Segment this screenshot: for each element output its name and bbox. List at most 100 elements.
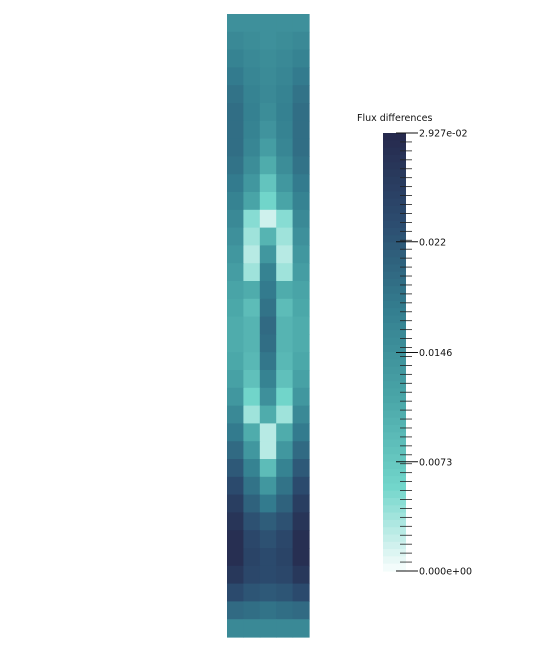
heatmap-cell [227,495,244,513]
heatmap-cell [276,317,293,335]
colorbar-title: Flux differences [357,113,432,124]
colorbar-segment [383,425,406,433]
heatmap-cell [293,192,310,210]
colorbar-segment [383,564,406,572]
heatmap-cell [227,14,244,32]
colorbar-segment [383,440,406,448]
heatmap-cell [276,334,293,352]
heatmap-cell [243,317,260,335]
heatmap-cell [243,406,260,424]
heatmap-cell [276,103,293,121]
heatmap-cell [260,14,277,32]
heatmap-cell [227,441,244,459]
heatmap-cell [293,477,310,495]
heatmap-cell [293,50,310,68]
colorbar-segment [383,542,406,550]
heatmap-cell [227,459,244,477]
heatmap-cell [260,67,277,85]
heatmap-cell [243,530,260,548]
colorbar-segment [383,170,406,178]
heatmap-cell [260,210,277,228]
heatmap-cell [276,477,293,495]
heatmap-cell [276,406,293,424]
heatmap-cell [260,619,277,637]
heatmap-cell [243,584,260,602]
heatmap-cell [276,50,293,68]
colorbar-segment [383,250,406,258]
heatmap-cell [243,619,260,637]
heatmap-cell [260,299,277,317]
heatmap-cell [243,370,260,388]
heatmap-cell [243,67,260,85]
heatmap-cell [276,601,293,619]
heatmap-cell [293,210,310,228]
heatmap-cell [227,245,244,263]
heatmap-cell [243,228,260,246]
heatmap-cell [276,245,293,263]
heatmap-cell [260,601,277,619]
heatmap-cell [293,334,310,352]
heatmap-cell [243,263,260,281]
heatmap-cell [227,103,244,121]
heatmap-cell [243,334,260,352]
heatmap-cell [276,156,293,174]
colorbar-segment [383,491,406,499]
heatmap-cell [243,192,260,210]
colorbar-tick-label: 0.0146 [419,348,452,359]
heatmap-cell [260,50,277,68]
heatmap-cell [260,139,277,157]
heatmap-cell [293,406,310,424]
heatmap-cell [293,67,310,85]
heatmap-cell [293,263,310,281]
heatmap-cell [260,459,277,477]
heatmap-cell [227,530,244,548]
colorbar-tick-label: 0.000e+00 [419,567,472,578]
heatmap-cell [293,245,310,263]
heatmap-cell [227,352,244,370]
colorbar-segment [383,359,406,367]
colorbar-segment [383,352,406,360]
colorbar-segment [383,381,406,389]
heatmap-cell [293,619,310,637]
heatmap-cell [276,388,293,406]
heatmap-cell [227,388,244,406]
heatmap-cell [276,584,293,602]
heatmap-cell [260,192,277,210]
colorbar-tick-label: 2.927e-02 [419,129,468,140]
heatmap-cell [260,566,277,584]
heatmap-cell [293,548,310,566]
heatmap-cell [243,423,260,441]
heatmap-cell [276,121,293,139]
heatmap-cell [260,317,277,335]
heatmap-cell [227,566,244,584]
heatmap-cell [293,441,310,459]
heatmap-cell [260,281,277,299]
heatmap-cell [243,299,260,317]
colorbar-segment [383,527,406,535]
colorbar-segment [383,462,406,470]
colorbar-segment [383,535,406,543]
heatmap-cell [227,263,244,281]
colorbar-segment [383,155,406,163]
heatmap-cell [227,139,244,157]
colorbar-segment [383,279,406,287]
colorbar-segment [383,316,406,324]
heatmap-cell [293,601,310,619]
heatmap-cell [276,85,293,103]
heatmap-cell [227,601,244,619]
heatmap-cell [227,174,244,192]
heatmap-cell [276,299,293,317]
heatmap-cell [243,85,260,103]
heatmap-cell [293,459,310,477]
heatmap-cell [293,352,310,370]
heatmap-cell [260,334,277,352]
heatmap-cell [276,619,293,637]
heatmap-cell [293,388,310,406]
colorbar-segment [383,140,406,148]
colorbar-segment [383,483,406,491]
heatmap-cell [276,67,293,85]
colorbar-segment [383,228,406,236]
colorbar-segment [383,206,406,214]
heatmap-cell [276,192,293,210]
heatmap-cell [243,156,260,174]
